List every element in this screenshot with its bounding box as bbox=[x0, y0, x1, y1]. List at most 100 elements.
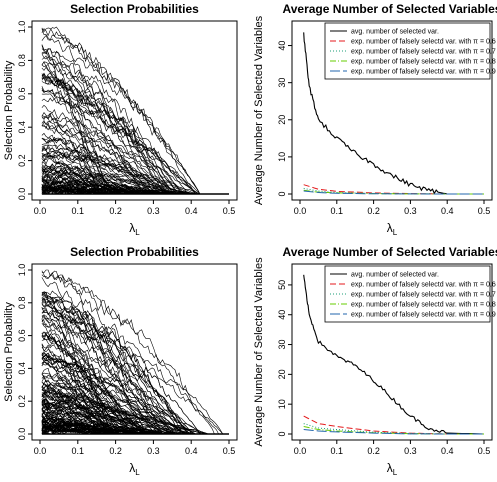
y-tick-label: 0.0 bbox=[17, 428, 27, 441]
x-axis-label-subscript: L bbox=[135, 228, 140, 237]
false-selected-line bbox=[303, 429, 484, 435]
x-tick-label: 0.3 bbox=[147, 206, 160, 216]
x-tick-label: 0.0 bbox=[34, 206, 47, 216]
x-tick-label: 0.0 bbox=[294, 446, 307, 456]
x-tick-label: 0.1 bbox=[72, 446, 85, 456]
y-tick-label: 40 bbox=[277, 310, 287, 320]
legend-label: exp. number of falsely selectd var. with… bbox=[351, 49, 496, 56]
y-tick-label: 30 bbox=[277, 340, 287, 350]
selection-prob-line bbox=[41, 296, 229, 435]
y-tick-label: 0.4 bbox=[17, 362, 27, 375]
y-tick-label: 20 bbox=[277, 369, 287, 379]
y-tick-label: 0.4 bbox=[17, 121, 27, 134]
y-tick-label: 0.0 bbox=[17, 188, 27, 201]
x-tick-label: 0.3 bbox=[147, 446, 160, 456]
y-tick-label: 0 bbox=[277, 191, 287, 196]
plot-frame bbox=[31, 263, 238, 441]
x-axis-label-subscript: L bbox=[135, 468, 140, 477]
y-tick-label: 0.2 bbox=[17, 395, 27, 408]
x-axis-label: λL bbox=[387, 221, 398, 237]
x-tick-label: 0.0 bbox=[294, 206, 307, 216]
x-axis-label: λL bbox=[387, 461, 398, 477]
avg-selected-line bbox=[303, 274, 485, 435]
chart-title: Average Number of Selected Variables bbox=[283, 245, 497, 259]
selection-prob-line bbox=[41, 121, 229, 195]
y-tick-label: 0 bbox=[277, 431, 287, 436]
x-axis-label-main: λ bbox=[129, 461, 135, 475]
x-tick-label: 0.4 bbox=[441, 206, 454, 216]
false-selected-line bbox=[303, 190, 484, 195]
x-axis-label-subscript: L bbox=[393, 468, 398, 477]
x-tick-label: 0.5 bbox=[223, 446, 236, 456]
plot-frame bbox=[31, 20, 238, 201]
x-tick-label: 0.4 bbox=[185, 446, 198, 456]
y-tick-label: 50 bbox=[277, 280, 287, 290]
y-axis-label: Average Number of Selected Variables bbox=[253, 15, 265, 205]
legend-label: exp. number of falsely selectd var. with… bbox=[351, 59, 496, 66]
y-tick-label: 1.0 bbox=[17, 21, 27, 34]
y-axis-label: Selection Probability bbox=[3, 60, 15, 160]
y-tick-label: 10 bbox=[277, 399, 287, 409]
plot-frame bbox=[291, 20, 493, 201]
chart-title: Selection Probabilities bbox=[70, 245, 199, 259]
legend-label: avg. number of selected var. bbox=[351, 29, 439, 36]
x-tick-label: 0.5 bbox=[223, 206, 236, 216]
selection-prob-line bbox=[41, 73, 229, 195]
selection-prob-line bbox=[41, 34, 229, 195]
chart-title: Selection Probabilities bbox=[70, 2, 199, 16]
y-axis-label: Average Number of Selected Variables bbox=[253, 257, 265, 447]
x-tick-label: 0.2 bbox=[109, 446, 122, 456]
avg-selected-line bbox=[303, 32, 484, 195]
x-tick-label: 0.1 bbox=[331, 206, 344, 216]
x-tick-label: 0.2 bbox=[109, 206, 122, 216]
legend-box bbox=[324, 22, 491, 80]
y-axis-label: Selection Probability bbox=[3, 302, 15, 402]
x-axis-label-main: λ bbox=[387, 221, 393, 235]
selection-prob-line bbox=[41, 72, 229, 195]
x-tick-label: 0.0 bbox=[34, 446, 47, 456]
y-tick-label: 40 bbox=[277, 41, 287, 51]
x-tick-label: 0.5 bbox=[478, 206, 491, 216]
x-axis-label-main: λ bbox=[129, 221, 135, 235]
x-axis-label-main: λ bbox=[387, 461, 393, 475]
legend-label: avg. number of selected var. bbox=[351, 272, 439, 279]
x-tick-label: 0.3 bbox=[404, 446, 417, 456]
legend-label: exp. number of falsely selectd var. with… bbox=[351, 302, 496, 309]
legend-label: exp. number of falsely selectd var. with… bbox=[351, 39, 496, 46]
plot-area bbox=[303, 32, 484, 195]
selection-prob-line bbox=[41, 405, 229, 435]
y-tick-label: 0.6 bbox=[17, 88, 27, 101]
legend-label: exp. number of falsely selectd var. with… bbox=[351, 292, 496, 299]
selection-prob-line bbox=[41, 269, 229, 435]
x-axis-label: λL bbox=[129, 221, 140, 237]
legend-label: exp. number of falsely selectd var. with… bbox=[351, 69, 496, 76]
x-axis-label-subscript: L bbox=[393, 228, 398, 237]
x-tick-label: 0.3 bbox=[404, 206, 417, 216]
plot-frame bbox=[291, 263, 493, 441]
x-tick-label: 0.4 bbox=[185, 206, 198, 216]
chart-title: Average Number of Selected Variables bbox=[283, 2, 497, 16]
selection-prob-line bbox=[41, 291, 229, 435]
legend-box bbox=[324, 265, 491, 323]
y-tick-label: 0.8 bbox=[17, 297, 27, 310]
plot-area bbox=[303, 274, 485, 435]
plot-area bbox=[41, 269, 229, 435]
x-tick-label: 0.1 bbox=[331, 446, 344, 456]
x-tick-label: 0.5 bbox=[478, 446, 491, 456]
x-tick-label: 0.1 bbox=[72, 206, 85, 216]
y-tick-label: 0.2 bbox=[17, 154, 27, 167]
x-tick-label: 0.2 bbox=[367, 206, 380, 216]
x-axis-label: λL bbox=[129, 461, 140, 477]
legend-label: exp. number of falsely selectd var. with… bbox=[351, 312, 496, 319]
y-tick-label: 10 bbox=[277, 152, 287, 162]
y-tick-label: 0.8 bbox=[17, 54, 27, 67]
x-tick-label: 0.4 bbox=[441, 446, 454, 456]
selection-prob-line bbox=[41, 309, 229, 435]
plot-area bbox=[41, 26, 229, 195]
legend-label: exp. number of falsely selectd var. with… bbox=[351, 282, 496, 289]
selection-prob-line bbox=[41, 399, 229, 435]
y-tick-label: 30 bbox=[277, 78, 287, 88]
y-tick-label: 20 bbox=[277, 115, 287, 125]
selection-prob-line bbox=[41, 346, 229, 435]
